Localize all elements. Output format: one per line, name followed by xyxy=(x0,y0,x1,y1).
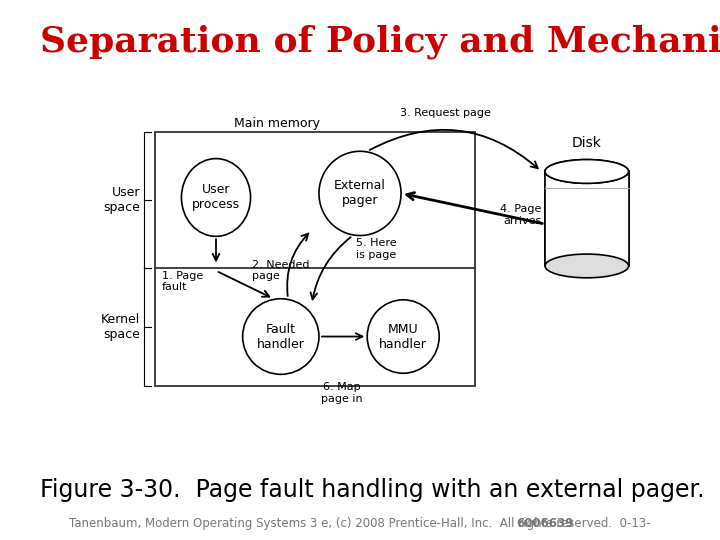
Ellipse shape xyxy=(243,299,319,374)
Text: Main memory: Main memory xyxy=(233,117,320,130)
Text: 2. Needed
page: 2. Needed page xyxy=(252,260,310,281)
Ellipse shape xyxy=(181,159,251,237)
Text: User
space: User space xyxy=(104,186,140,214)
Ellipse shape xyxy=(367,300,439,373)
Text: Separation of Policy and Mechanism (2): Separation of Policy and Mechanism (2) xyxy=(40,24,720,59)
Text: Kernel
space: Kernel space xyxy=(101,313,140,341)
Text: Tanenbaum, Modern Operating Systems 3 e, (c) 2008 Prentice-Hall, Inc.  All right: Tanenbaum, Modern Operating Systems 3 e,… xyxy=(69,517,651,530)
Ellipse shape xyxy=(319,151,401,235)
Text: 6. Map
page in: 6. Map page in xyxy=(321,382,363,404)
Bar xyxy=(545,172,629,266)
Text: Disk: Disk xyxy=(572,136,602,150)
Text: 6006639: 6006639 xyxy=(516,517,574,530)
Text: MMU
handler: MMU handler xyxy=(379,322,427,350)
Text: User
process: User process xyxy=(192,184,240,212)
Text: 3. Request page: 3. Request page xyxy=(400,109,490,118)
Ellipse shape xyxy=(545,160,629,183)
Text: Fault
handler: Fault handler xyxy=(257,322,305,350)
Bar xyxy=(155,132,475,386)
Ellipse shape xyxy=(545,254,629,278)
Text: 5. Here
is page: 5. Here is page xyxy=(356,238,397,260)
Text: Figure 3-30.  Page fault handling with an external pager.: Figure 3-30. Page fault handling with an… xyxy=(40,478,704,502)
Text: External
pager: External pager xyxy=(334,179,386,207)
Text: 4. Page
arrives: 4. Page arrives xyxy=(500,204,541,226)
Ellipse shape xyxy=(545,160,629,183)
Text: 1. Page
fault: 1. Page fault xyxy=(162,271,203,292)
